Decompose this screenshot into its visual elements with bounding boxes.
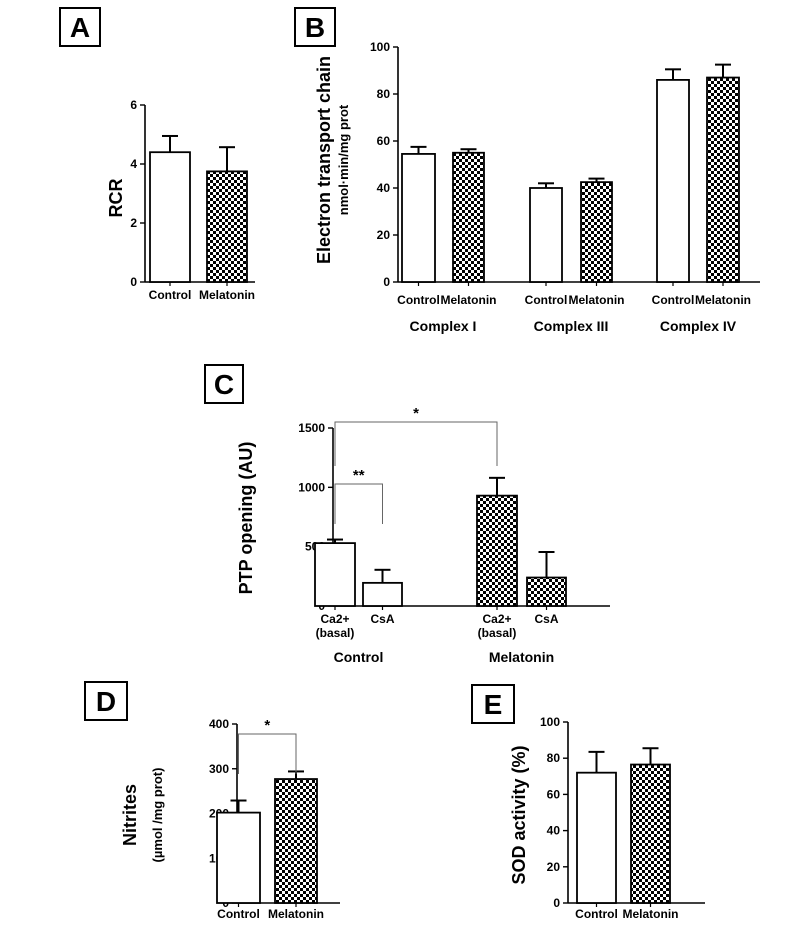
x-tick-label: Control: [217, 907, 260, 921]
y-tick-label: 60: [547, 787, 561, 801]
y-tick-label: 60: [377, 134, 391, 148]
panel-d-box: [84, 681, 128, 721]
x-tick-label: Control: [525, 293, 568, 307]
panel-a-label: A: [70, 12, 90, 43]
y-tick-label: 40: [547, 824, 561, 838]
bar: [452, 151, 485, 283]
bar: [206, 170, 248, 283]
panel-b-box: [294, 7, 336, 47]
bar: [576, 771, 617, 904]
panel-a-box: [59, 7, 101, 47]
x-tick-label: Control: [652, 293, 695, 307]
panel-c-box: [204, 364, 244, 404]
y-tick-label: 80: [547, 751, 561, 765]
panel-e-y-axis-title: SOD activity (%): [509, 745, 529, 884]
panel-e-label: E: [484, 689, 503, 720]
x-tick-label: Melatonin: [695, 293, 751, 307]
y-tick-label: 100: [370, 40, 390, 54]
panel-b-label: B: [305, 12, 325, 43]
y-tick-label: 100: [540, 715, 560, 729]
panel-c-y-axis-title: PTP opening (AU): [236, 442, 256, 595]
bar: [580, 181, 613, 283]
panel-d-y-axis-title: Nitrites: [120, 784, 140, 846]
significance-bracket: [334, 483, 383, 524]
significance-label: **: [353, 467, 365, 484]
bar: [216, 811, 261, 904]
x-tick-label: Melatonin: [199, 288, 255, 302]
y-tick-label: 0: [130, 275, 137, 289]
significance-bracket: [238, 733, 297, 774]
bar: [314, 542, 356, 607]
y-tick-label: 6: [130, 98, 137, 112]
bar: [529, 187, 563, 283]
x-tick-label: (basal): [478, 626, 517, 640]
y-tick-label: 20: [377, 228, 391, 242]
bar: [656, 79, 690, 283]
bar: [274, 778, 318, 904]
x-tick-label: Control: [397, 293, 440, 307]
y-tick-label: 300: [209, 762, 229, 776]
x-tick-label: Melatonin: [441, 293, 497, 307]
bar: [706, 76, 740, 283]
significance-label: *: [413, 405, 419, 422]
significance-bracket: [334, 421, 498, 466]
y-tick-label: 0: [383, 275, 390, 289]
group-label: Complex IV: [660, 318, 737, 334]
significance-label: *: [264, 717, 270, 734]
panel-e-box: [471, 684, 515, 724]
panel-b-y-axis-title: Electron transport chain: [314, 56, 334, 264]
panel-a-y-axis-title: RCR: [106, 179, 126, 218]
x-tick-label: CsA: [370, 612, 394, 626]
x-tick-label: Melatonin: [569, 293, 625, 307]
bar: [526, 576, 567, 607]
y-tick-label: 80: [377, 87, 391, 101]
bar: [362, 581, 403, 607]
group-label: Melatonin: [489, 649, 554, 665]
y-tick-label: 40: [377, 181, 391, 195]
x-tick-label: Control: [149, 288, 192, 302]
x-tick-label: CsA: [534, 612, 558, 626]
group-label: Complex III: [534, 318, 609, 334]
x-tick-label: Ca2+: [482, 612, 511, 626]
panel-c-label: C: [214, 369, 234, 400]
x-tick-label: (basal): [316, 626, 355, 640]
y-tick-label: 1000: [298, 480, 325, 494]
x-tick-label: Ca2+: [320, 612, 349, 626]
group-label: Complex I: [410, 318, 477, 334]
group-label: Control: [334, 649, 384, 665]
bar: [630, 763, 671, 904]
x-tick-label: Melatonin: [623, 907, 679, 921]
x-tick-label: Control: [575, 907, 618, 921]
panel-b-y-axis-units: nmol·min/mg prot: [336, 104, 351, 215]
bar: [401, 153, 436, 283]
y-tick-label: 0: [553, 896, 560, 910]
bar: [476, 494, 518, 607]
y-tick-label: 2: [130, 216, 137, 230]
x-tick-label: Melatonin: [268, 907, 324, 921]
y-tick-label: 20: [547, 860, 561, 874]
y-tick-label: 4: [130, 157, 137, 171]
panel-d-label: D: [96, 686, 116, 717]
bar: [149, 151, 191, 283]
panel-d-y-axis-units: (µmol /mg prot): [150, 768, 165, 863]
y-tick-label: 1500: [298, 421, 325, 435]
y-tick-label: 400: [209, 717, 229, 731]
